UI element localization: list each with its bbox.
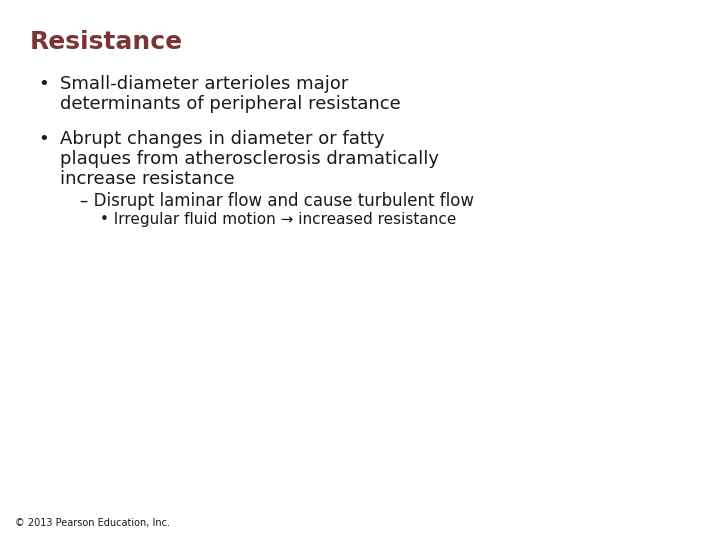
- Text: •: •: [38, 75, 49, 93]
- Text: •: •: [38, 130, 49, 148]
- Text: Resistance: Resistance: [30, 30, 183, 54]
- Text: determinants of peripheral resistance: determinants of peripheral resistance: [60, 95, 401, 113]
- Text: Small-diameter arterioles major: Small-diameter arterioles major: [60, 75, 348, 93]
- Text: © 2013 Pearson Education, Inc.: © 2013 Pearson Education, Inc.: [15, 518, 170, 528]
- Text: – Disrupt laminar flow and cause turbulent flow: – Disrupt laminar flow and cause turbule…: [80, 192, 474, 210]
- Text: Abrupt changes in diameter or fatty: Abrupt changes in diameter or fatty: [60, 130, 384, 148]
- Text: plaques from atherosclerosis dramatically: plaques from atherosclerosis dramaticall…: [60, 150, 439, 168]
- Text: increase resistance: increase resistance: [60, 170, 235, 188]
- Text: • Irregular fluid motion → increased resistance: • Irregular fluid motion → increased res…: [100, 212, 456, 227]
